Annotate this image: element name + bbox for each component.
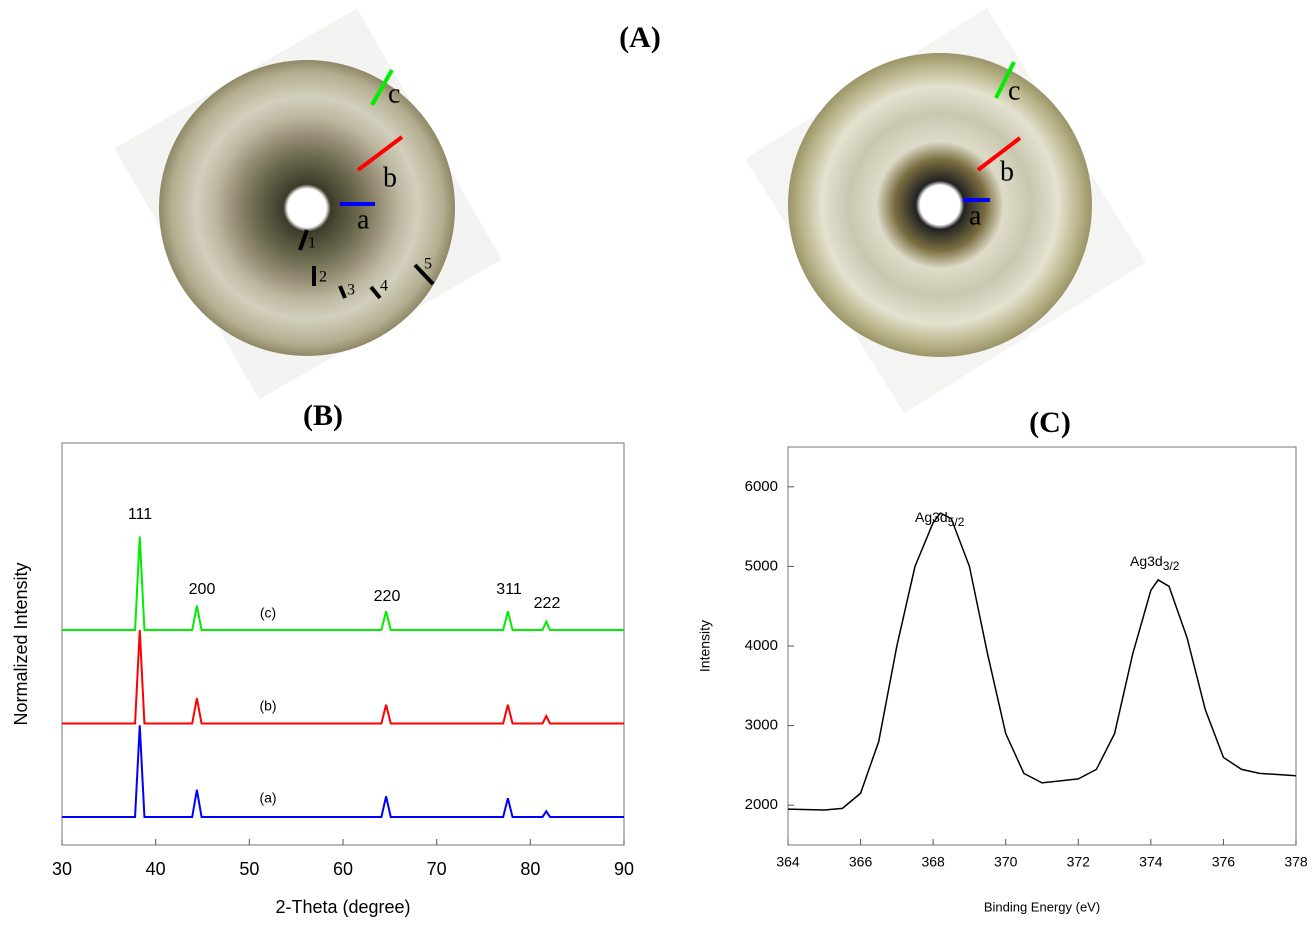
peak-label: 220 [374,588,401,605]
peak-label: 311 [496,581,522,598]
panel-title: (A) [619,21,661,54]
photo-left: a b c 1 2 3 4 5 [114,8,502,400]
peak-label: 111 [128,506,152,523]
x-tick-label: 378 [1284,854,1308,870]
peak-label: Ag3d5/2 [915,509,965,529]
data-line [62,629,624,725]
marker-label: b [383,162,397,193]
x-tick-label: 70 [427,859,447,879]
y-tick-label: 3000 [745,717,778,734]
peak-label-subscript: 3/2 [1163,559,1180,573]
x-axis-label: 2-Theta (degree) [275,897,410,917]
peak-label-text: Ag3d [1130,553,1163,569]
peak-label-text: Ag3d [915,509,948,525]
x-tick-label: 50 [239,859,259,879]
data-line [787,512,1297,811]
region-label: 5 [424,256,432,273]
x-tick-label: 368 [921,854,945,870]
photo-right: a b c [745,7,1146,414]
x-tick-label: 376 [1212,854,1236,870]
y-tick-label: 4000 [745,637,778,654]
x-tick-label: 374 [1139,854,1163,870]
x-tick-label: 372 [1067,854,1091,870]
peak-label-subscript: 5/2 [948,515,965,529]
data-line [62,725,624,818]
region-label: 1 [308,235,316,252]
series-label: (a) [259,790,276,806]
y-tick-label: 6000 [745,478,778,495]
x-tick-label: 366 [849,854,873,870]
region-label: 3 [347,282,355,299]
y-tick-label: 2000 [745,796,778,813]
y-axis-label: Normalized Intensity [11,562,31,725]
series-label: (b) [259,698,276,714]
plot-frame [787,446,1297,846]
x-tick-label: 364 [776,854,800,870]
y-tick-label: 5000 [745,557,778,574]
y-axis-label: Intensity [697,620,713,672]
x-tick-label: 30 [52,859,72,879]
x-tick-label: 370 [994,854,1018,870]
marker-label: b [1000,156,1014,187]
peak-label: 222 [534,595,561,612]
x-tick-label: 60 [333,859,353,879]
x-tick-label: 80 [520,859,540,879]
panel-title: (B) [303,399,343,432]
marker-label: c [388,78,400,109]
x-tick-label: 90 [614,859,634,879]
region-label: 2 [319,269,327,286]
x-axis-label: Binding Energy (eV) [984,899,1100,914]
data-line [62,536,624,631]
marker-label: a [969,200,982,231]
series-label: (c) [260,605,276,621]
panel-title: (C) [1029,406,1071,439]
peak-label: Ag3d3/2 [1130,553,1180,573]
marker-label: c [1008,75,1020,106]
plot-frame [61,442,625,846]
marker-label: a [357,204,370,235]
region-label: 4 [380,278,388,295]
x-tick-label: 40 [146,859,166,879]
peak-label: 200 [189,581,216,598]
